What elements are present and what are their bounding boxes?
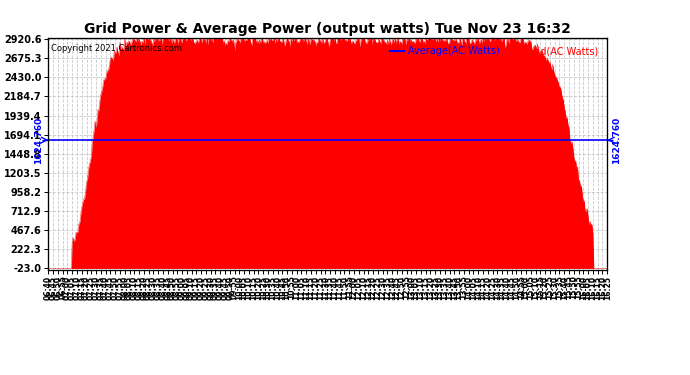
Title: Grid Power & Average Power (output watts) Tue Nov 23 16:32: Grid Power & Average Power (output watts… [84,22,571,36]
Text: Copyright 2021 Cartronics.com: Copyright 2021 Cartronics.com [51,45,182,54]
Legend: Average(AC Watts), Grid(AC Watts): Average(AC Watts), Grid(AC Watts) [386,42,602,60]
